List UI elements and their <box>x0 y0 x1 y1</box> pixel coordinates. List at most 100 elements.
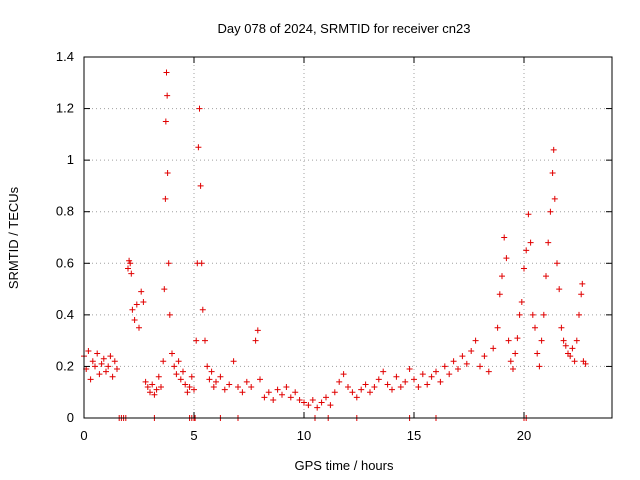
data-point <box>514 335 521 342</box>
data-point <box>532 324 538 331</box>
data-point <box>455 366 461 373</box>
x-axis-label: GPS time / hours <box>295 458 394 473</box>
data-point <box>406 366 413 373</box>
data-point <box>248 384 255 391</box>
data-point <box>94 350 101 357</box>
y-tick-label: 0 <box>67 410 74 425</box>
data-point <box>100 355 107 362</box>
data-point <box>554 260 560 267</box>
data-point <box>573 337 580 344</box>
data-point <box>257 376 263 383</box>
data-point <box>301 399 307 406</box>
data-point <box>128 270 135 277</box>
data-point <box>393 373 400 380</box>
data-point <box>562 342 569 349</box>
y-tick-label: 0.2 <box>56 358 74 373</box>
data-point <box>527 239 534 246</box>
data-point <box>239 389 246 396</box>
data-point <box>415 384 422 391</box>
data-point <box>296 396 303 403</box>
data-point <box>105 363 112 370</box>
data-point <box>161 286 168 293</box>
data-point <box>485 368 492 375</box>
data-point <box>188 373 195 380</box>
data-point <box>538 337 545 344</box>
data-point <box>147 389 153 396</box>
data-point <box>191 386 197 393</box>
y-tick-label: 0.6 <box>56 255 74 270</box>
data-point <box>198 260 205 267</box>
data-point <box>547 208 554 215</box>
data-point <box>567 353 574 360</box>
x-tick-label: 20 <box>517 428 531 443</box>
data-point <box>309 396 316 403</box>
data-point <box>171 363 178 370</box>
data-point <box>496 291 503 298</box>
data-point <box>336 378 343 385</box>
y-tick-label: 0.4 <box>56 307 74 322</box>
data-point <box>169 350 175 357</box>
data-point <box>534 350 541 357</box>
data-point <box>340 371 347 378</box>
data-point <box>136 324 142 331</box>
data-point <box>411 376 417 383</box>
data-point <box>166 311 173 318</box>
data-point <box>164 170 171 177</box>
data-point <box>158 384 164 391</box>
data-point <box>569 345 576 352</box>
data-point <box>490 345 497 352</box>
data-point <box>446 371 453 378</box>
data-point <box>107 353 114 360</box>
data-point <box>87 376 94 383</box>
data-point <box>441 363 448 370</box>
data-point <box>98 360 105 367</box>
data-point <box>125 265 131 272</box>
data-point <box>384 381 391 388</box>
data-point <box>536 363 543 370</box>
data-point <box>243 378 250 385</box>
data-point <box>327 402 334 409</box>
data-point <box>96 371 103 378</box>
data-point <box>433 368 439 375</box>
data-point <box>151 391 158 398</box>
data-point <box>199 306 206 313</box>
data-point <box>510 366 516 373</box>
data-point <box>550 146 557 153</box>
data-point <box>140 298 147 305</box>
data-point <box>402 378 409 385</box>
data-point <box>177 376 184 383</box>
x-tick-label: 5 <box>190 428 197 443</box>
data-point <box>450 358 457 365</box>
data-point <box>261 394 268 401</box>
chart-title: Day 078 of 2024, SRMTID for receiver cn2… <box>218 21 471 36</box>
data-point <box>180 368 186 375</box>
y-tick-label: 0.8 <box>56 204 74 219</box>
data-point <box>279 391 285 398</box>
data-point <box>540 311 547 318</box>
data-point <box>175 358 182 365</box>
data-point <box>165 260 172 267</box>
data-point <box>202 337 208 344</box>
data-point <box>345 384 351 391</box>
data-point <box>579 280 586 287</box>
data-point <box>389 386 395 393</box>
data-point <box>196 105 203 112</box>
y-tick-label: 1.4 <box>56 49 74 64</box>
data-point <box>545 239 552 246</box>
data-point <box>221 386 228 393</box>
data-point <box>149 381 156 388</box>
data-point <box>323 394 329 401</box>
data-point <box>126 257 133 264</box>
data-point <box>193 337 200 344</box>
data-point <box>397 384 404 391</box>
plot-frame <box>83 56 613 419</box>
data-point <box>529 311 536 318</box>
data-point <box>576 311 582 318</box>
data-points <box>81 69 589 421</box>
data-point <box>494 324 501 331</box>
data-point <box>144 384 151 391</box>
data-point <box>186 384 193 391</box>
data-point <box>142 378 149 385</box>
data-point <box>512 350 519 357</box>
data-point <box>472 337 479 344</box>
